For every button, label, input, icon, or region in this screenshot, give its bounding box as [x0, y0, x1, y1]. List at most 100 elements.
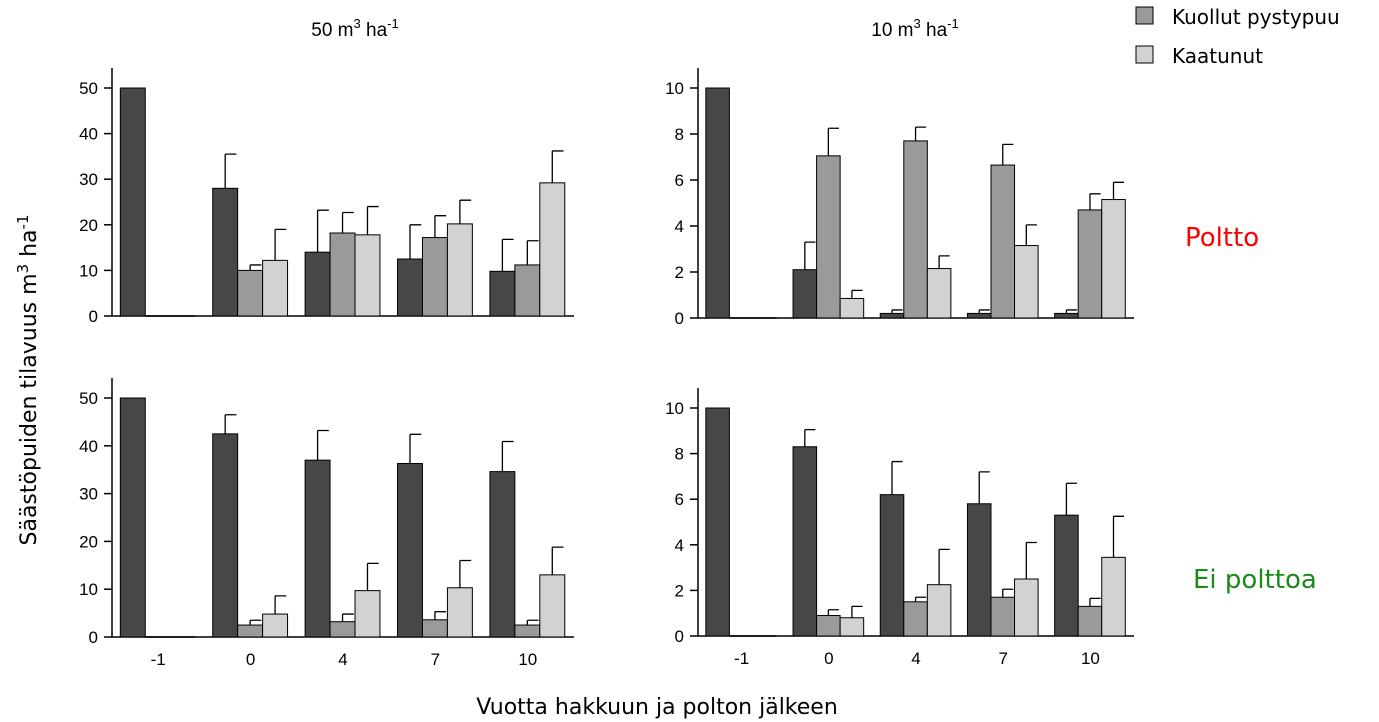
error-bar — [224, 153, 237, 189]
error-bar — [1002, 588, 1014, 598]
error-bar — [938, 255, 950, 269]
bar — [397, 462, 423, 638]
error-bar — [978, 471, 990, 504]
y-tick-label: 0 — [675, 309, 684, 328]
y-tick-label: 30 — [79, 170, 98, 189]
y-tick-label: 10 — [665, 399, 684, 418]
bar — [792, 269, 818, 319]
error-bar — [409, 224, 422, 259]
y-tick-label: 0 — [675, 627, 684, 646]
bar — [926, 584, 952, 637]
x-tick-label: 0 — [246, 650, 255, 669]
x-tick-label: 10 — [518, 650, 537, 669]
y-tick-label: 20 — [79, 532, 98, 551]
error-bar — [249, 619, 262, 626]
error-bar — [459, 199, 472, 224]
bar — [903, 601, 928, 637]
column-title-50: 50 m3 ha-1 — [311, 16, 398, 41]
bar — [990, 596, 1016, 637]
error-bar — [1002, 143, 1014, 166]
bar — [446, 223, 473, 317]
error-bar — [1025, 224, 1037, 246]
bar — [1101, 199, 1126, 319]
error-bar — [1065, 309, 1078, 314]
bar — [839, 617, 865, 637]
error-bar — [224, 414, 237, 434]
y-axis-title: Säästöpuiden tilavuus m3 ha-1 — [14, 215, 42, 546]
row-label-ei-polttoa: Ei polttoa — [1193, 565, 1317, 595]
bar — [1101, 556, 1126, 637]
error-bar — [827, 127, 839, 156]
error-bar — [434, 215, 447, 238]
bar — [262, 613, 289, 638]
bar — [539, 574, 566, 638]
error-bar — [341, 211, 354, 234]
x-tick-label: 7 — [998, 649, 1007, 668]
bar — [354, 590, 381, 638]
error-bar — [914, 596, 927, 602]
y-tick-label: 4 — [675, 536, 684, 555]
bar — [966, 312, 992, 319]
bar — [879, 312, 905, 319]
y-tick-label: 8 — [675, 445, 684, 464]
legend: Kuollut pystypuu Kaatunut — [1135, 5, 1340, 68]
y-tick-label: 0 — [89, 628, 98, 647]
bar — [705, 87, 730, 319]
error-bar — [804, 429, 816, 447]
panel-top-right: 0 2 4 6 8 10 — [665, 68, 1134, 328]
bar — [816, 614, 841, 637]
y-tick-label: 6 — [675, 171, 684, 190]
error-bar — [249, 264, 262, 271]
error-bar — [501, 238, 514, 272]
bar — [489, 270, 516, 317]
bar — [839, 297, 865, 319]
bar — [990, 164, 1016, 319]
error-bar — [851, 605, 863, 618]
y-tick-label: 6 — [675, 490, 684, 509]
x-tick-label: 0 — [824, 649, 833, 668]
y-tick-label: 4 — [675, 217, 684, 236]
legend-label-kuollut: Kuollut pystypuu — [1172, 5, 1340, 29]
error-bar — [409, 433, 422, 464]
panel-bottom-right: 0 2 4 6 8 10 -1 0 4 7 10 — [665, 388, 1134, 668]
error-bar — [274, 595, 287, 615]
bar — [926, 268, 952, 319]
error-bar — [341, 613, 354, 622]
error-bar — [316, 209, 329, 253]
x-tick-label: -1 — [151, 650, 166, 669]
error-bar — [804, 241, 816, 270]
error-bar — [914, 126, 927, 141]
error-bar — [1112, 515, 1125, 558]
y-tick-label: 10 — [79, 261, 98, 280]
bar — [966, 503, 992, 637]
error-bar — [366, 205, 379, 235]
y-tick-label: 20 — [79, 216, 98, 235]
error-bar — [459, 559, 472, 588]
error-bar — [1089, 597, 1101, 607]
bar — [514, 264, 541, 317]
error-bar — [1065, 482, 1078, 516]
panel-top-left: 0 10 20 30 40 50 — [79, 68, 574, 326]
bar — [397, 258, 423, 317]
bar — [816, 155, 841, 319]
panel-bottom-left: 0 10 20 30 40 50 -1 0 4 7 10 — [79, 378, 574, 669]
bar — [1014, 245, 1039, 319]
error-bar — [891, 309, 903, 314]
y-tick-label: 10 — [665, 79, 684, 98]
y-tick-label: 2 — [675, 263, 684, 282]
bar — [262, 259, 289, 317]
x-tick-label: 10 — [1081, 649, 1100, 668]
x-tick-label: 7 — [431, 650, 440, 669]
y-tick-label: 10 — [79, 580, 98, 599]
x-tick-label: -1 — [734, 649, 749, 668]
error-bar — [891, 460, 903, 495]
error-bar — [978, 309, 990, 314]
bar — [1077, 209, 1103, 319]
bar — [792, 446, 818, 637]
error-bar — [1089, 193, 1101, 210]
bar — [514, 624, 541, 638]
bar — [539, 182, 566, 317]
bar — [329, 621, 356, 638]
x-tick-label: 4 — [338, 650, 347, 669]
legend-swatch-kaatunut — [1135, 45, 1154, 64]
